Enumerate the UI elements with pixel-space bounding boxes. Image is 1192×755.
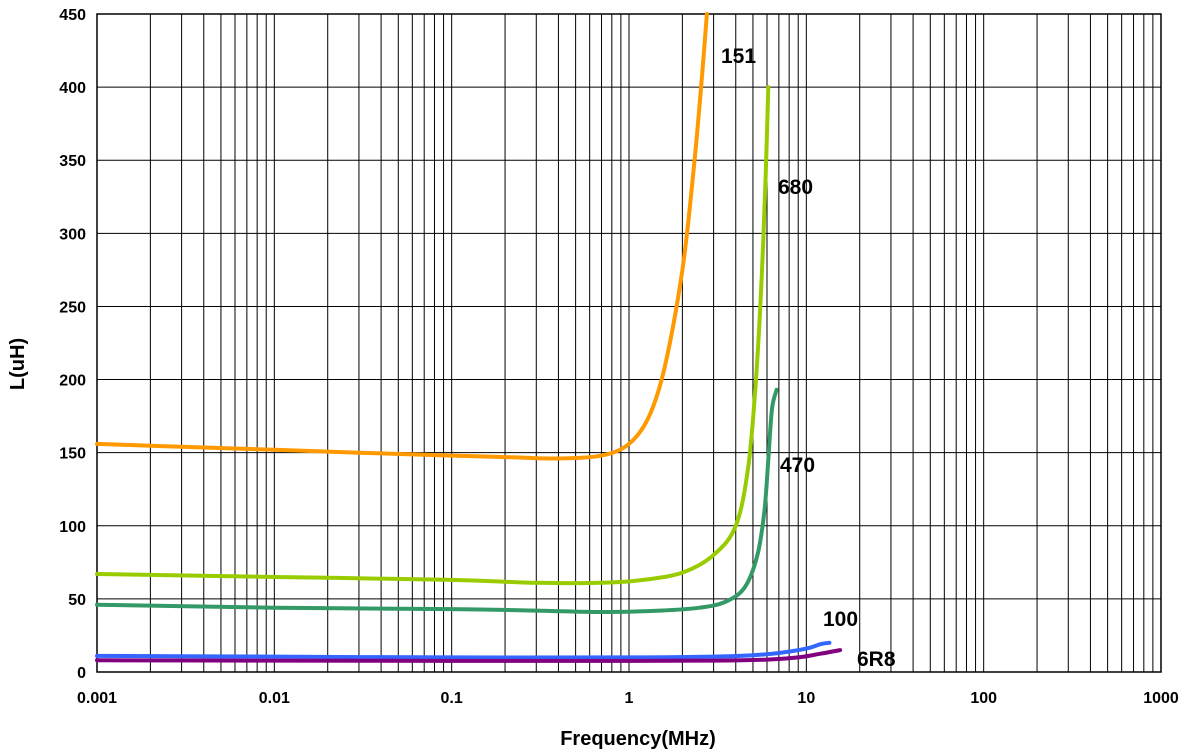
x-tick-label: 10 <box>797 690 815 707</box>
series-label-470: 470 <box>780 454 815 477</box>
series-label-100: 100 <box>823 608 858 631</box>
x-tick-label: 100 <box>970 690 997 707</box>
series-line-100 <box>95 640 832 660</box>
y-tick-label: 300 <box>59 226 86 243</box>
x-tick-label: 0.001 <box>77 690 117 707</box>
y-tick-label: 250 <box>59 299 86 316</box>
series-lines <box>95 12 843 663</box>
series-label-680: 680 <box>778 176 813 199</box>
x-axis-ticks: 0.001 0.01 0.1 1 10 100 1000 <box>77 690 1179 707</box>
y-tick-label: 200 <box>59 373 86 390</box>
x-axis-title: Frequency(MHz) <box>560 728 716 750</box>
series-label-151: 151 <box>721 45 756 68</box>
series-labels: 151 680 470 100 6R8 <box>721 45 896 671</box>
y-tick-label: 50 <box>68 592 86 609</box>
x-tick-label: 1 <box>625 690 634 707</box>
series-line-151 <box>95 12 709 461</box>
series-line-680 <box>95 85 771 586</box>
y-tick-label: 450 <box>59 7 86 24</box>
y-tick-label: 100 <box>59 519 86 536</box>
plot-area-border <box>96 13 1162 673</box>
y-tick-label: 150 <box>59 446 86 463</box>
x-tick-label: 0.1 <box>441 690 463 707</box>
series-label-6r8: 6R8 <box>857 648 896 671</box>
x-tick-label: 0.01 <box>259 690 290 707</box>
series-line-470 <box>95 387 779 614</box>
series-line-6r8 <box>95 648 843 663</box>
y-axis-ticks: 0 50 100 150 200 250 300 350 400 450 <box>59 7 86 682</box>
x-tick-label: 1000 <box>1143 690 1179 707</box>
y-tick-label: 400 <box>59 80 86 97</box>
grid <box>96 13 1162 673</box>
y-tick-label: 350 <box>59 153 86 170</box>
y-tick-label: 0 <box>77 665 86 682</box>
y-axis-title: L(uH) <box>7 338 29 390</box>
